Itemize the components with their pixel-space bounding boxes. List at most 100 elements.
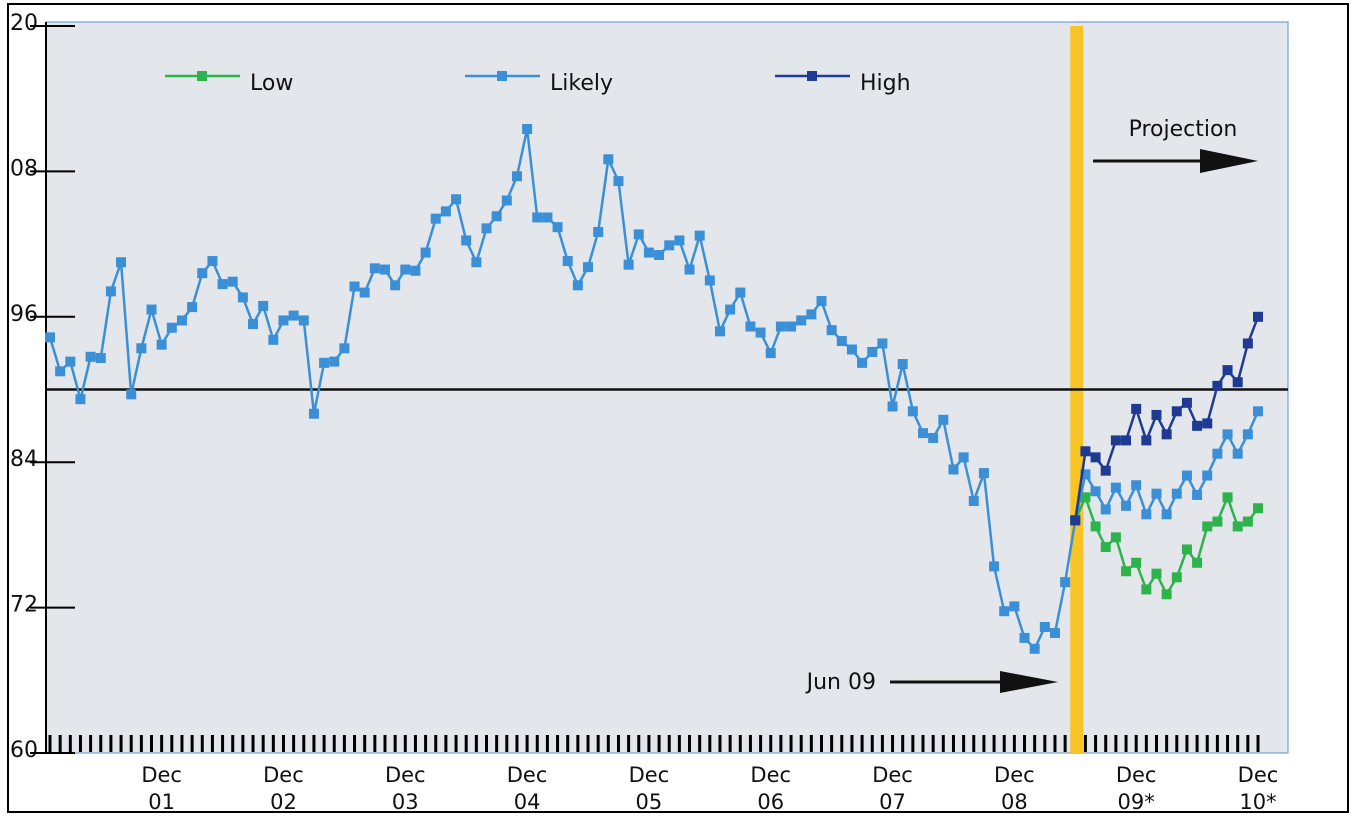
point — [1192, 420, 1203, 431]
point — [55, 366, 66, 377]
point — [308, 408, 319, 419]
point — [1019, 632, 1030, 643]
point — [836, 336, 847, 347]
point — [1181, 397, 1192, 408]
point — [735, 287, 746, 298]
point — [1121, 435, 1132, 446]
point — [532, 212, 543, 223]
legend-label: High — [860, 71, 911, 96]
x-tick-label: Dec 10* — [1237, 763, 1279, 814]
point — [116, 257, 127, 268]
point — [1161, 509, 1172, 520]
point — [319, 357, 330, 368]
point — [400, 264, 411, 275]
point — [928, 432, 939, 443]
plot-area — [45, 21, 1289, 754]
point — [1212, 380, 1223, 391]
point — [745, 321, 756, 332]
point — [105, 286, 116, 297]
point — [1141, 435, 1152, 446]
point — [501, 195, 512, 206]
annotation: Projection — [1129, 117, 1238, 142]
point — [1110, 482, 1121, 493]
point — [562, 256, 573, 267]
point — [583, 262, 594, 273]
point — [897, 359, 908, 370]
y-tick-label: 20 — [10, 11, 38, 36]
point — [166, 322, 177, 333]
point — [1202, 521, 1213, 532]
point — [1151, 568, 1162, 579]
point — [1253, 311, 1263, 322]
point — [806, 309, 817, 320]
x-tick-label: Dec 08 — [994, 763, 1035, 814]
point — [1121, 566, 1132, 577]
point — [1192, 557, 1203, 568]
x-tick-label: Dec 09* — [1115, 763, 1157, 814]
point — [1110, 532, 1121, 543]
point — [369, 263, 380, 274]
legend-label: Low — [250, 71, 293, 96]
point — [481, 223, 492, 234]
point — [674, 235, 685, 246]
point — [623, 259, 634, 270]
point — [349, 281, 360, 292]
point — [1222, 492, 1233, 503]
point — [1171, 572, 1182, 583]
point — [887, 401, 898, 412]
point — [1009, 601, 1020, 612]
point — [857, 357, 868, 368]
point — [725, 304, 736, 315]
point — [522, 123, 533, 134]
point — [968, 495, 979, 506]
point — [248, 319, 259, 330]
point — [45, 332, 55, 343]
point — [704, 275, 715, 286]
x-tick-label: Dec 01 — [141, 763, 182, 814]
point — [197, 268, 208, 279]
arrow-head — [1200, 149, 1258, 173]
point — [339, 343, 350, 354]
point — [451, 194, 462, 205]
point — [1171, 406, 1182, 417]
x-tick-label: Dec 05 — [628, 763, 670, 814]
point — [1232, 448, 1243, 459]
point — [1242, 338, 1253, 349]
point — [1222, 429, 1233, 440]
point — [95, 352, 106, 363]
point — [1232, 377, 1243, 388]
point — [1151, 488, 1162, 499]
point — [237, 292, 248, 303]
point — [1232, 521, 1243, 532]
x-tick-label: Dec 03 — [384, 763, 426, 814]
point — [978, 468, 989, 479]
point — [938, 414, 949, 425]
point — [390, 280, 401, 291]
point — [1100, 504, 1111, 515]
point — [1100, 465, 1111, 476]
point — [176, 315, 187, 326]
point — [1141, 509, 1152, 520]
point — [1131, 480, 1142, 491]
point — [288, 310, 299, 321]
point — [420, 247, 431, 258]
point — [1070, 515, 1081, 526]
point — [633, 229, 644, 240]
point — [1049, 628, 1060, 639]
point — [684, 264, 695, 275]
point — [1222, 365, 1233, 376]
point — [786, 321, 797, 332]
point — [430, 213, 441, 224]
point — [85, 351, 96, 362]
x-tick-label: Dec 06 — [750, 763, 792, 814]
point — [278, 315, 289, 326]
legend-marker — [197, 71, 207, 81]
point — [1242, 516, 1253, 527]
point — [816, 296, 827, 307]
point — [1090, 452, 1101, 463]
point — [1181, 544, 1192, 555]
point — [207, 256, 218, 267]
point — [1242, 429, 1253, 440]
point — [796, 315, 807, 326]
